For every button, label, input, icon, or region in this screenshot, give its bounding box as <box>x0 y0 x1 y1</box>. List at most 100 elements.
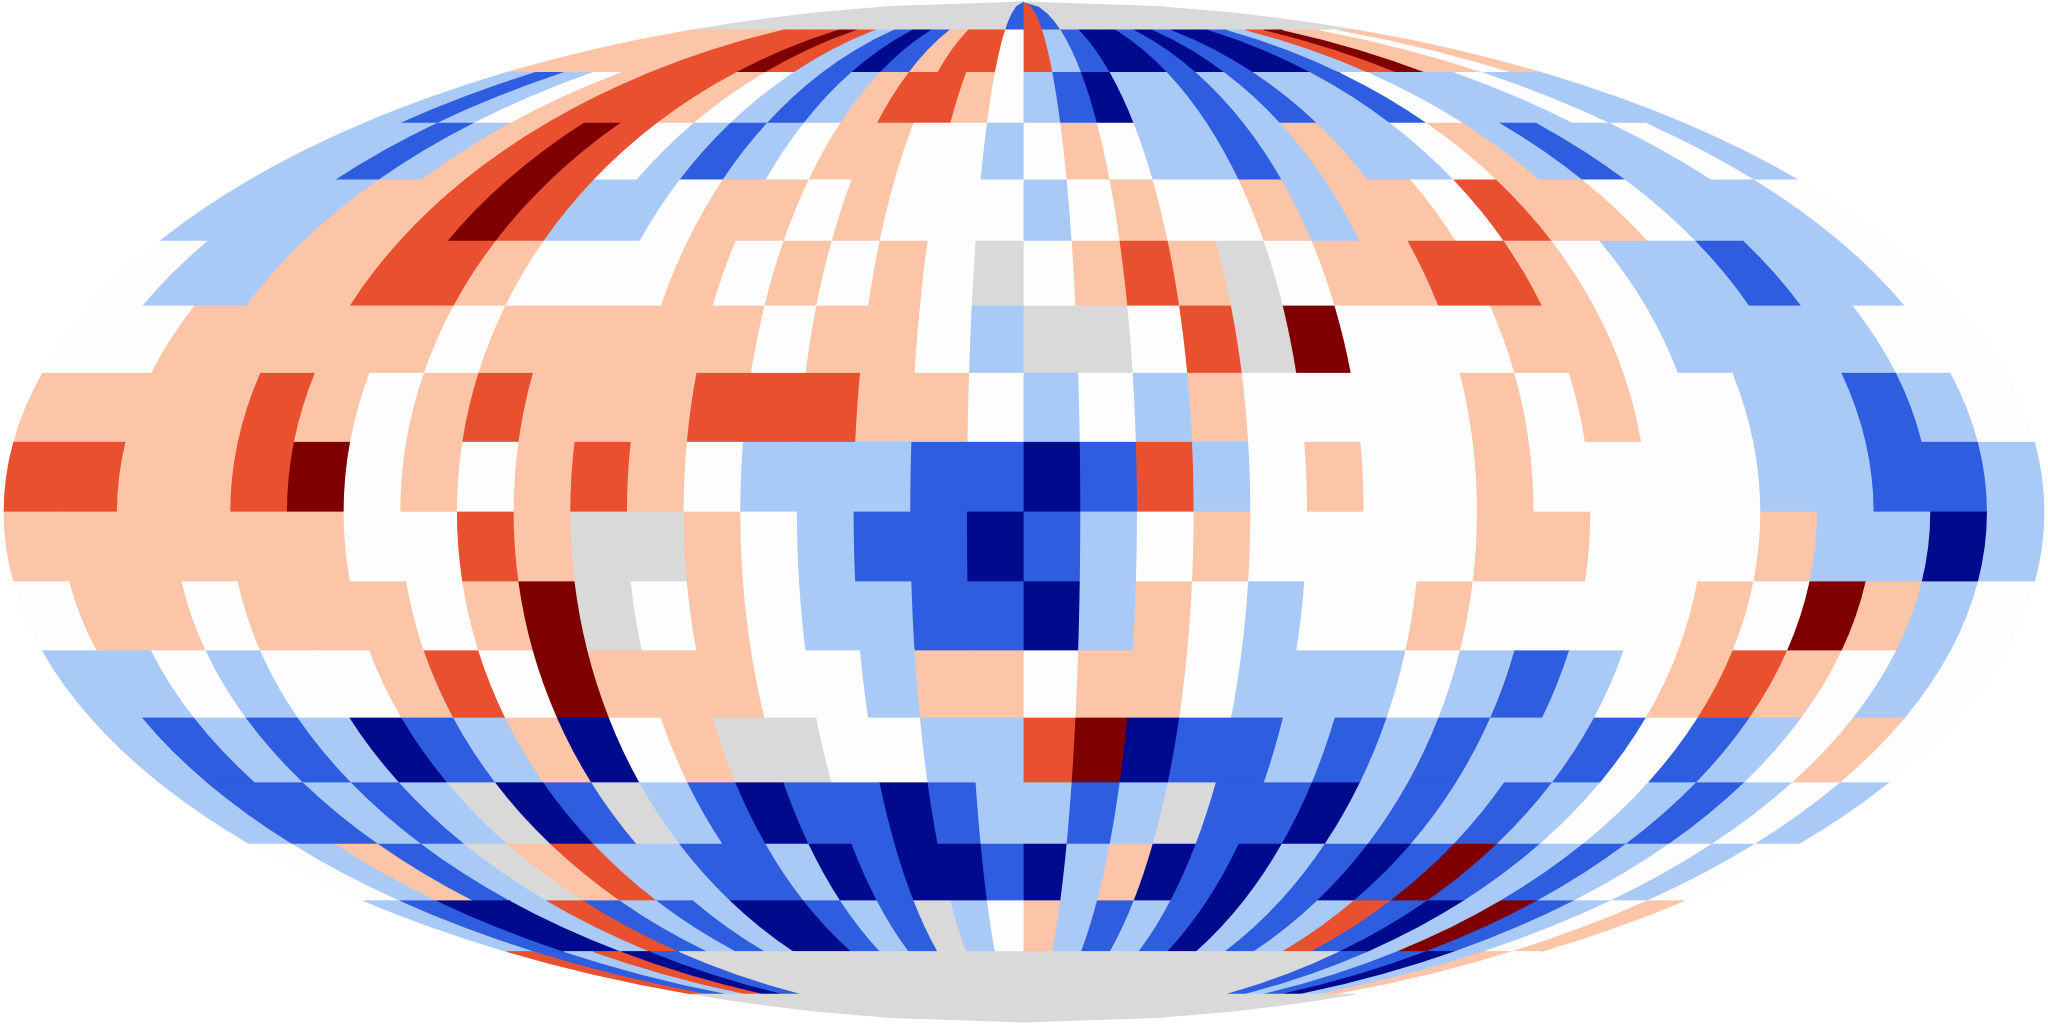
grid-cell <box>796 441 857 513</box>
grid-cell <box>975 179 1025 242</box>
grid-cell <box>60 441 127 513</box>
grid-cell <box>630 372 698 443</box>
grid-cell <box>969 305 1025 374</box>
grid-cell <box>1528 441 1592 513</box>
grid-cell <box>1865 441 1932 513</box>
grid-cell <box>1132 581 1193 652</box>
grid-cell <box>1179 650 1243 719</box>
grid-cell <box>230 441 295 513</box>
grid-cell <box>626 441 688 513</box>
grid-cell <box>1079 511 1138 583</box>
grid-cell <box>927 782 982 845</box>
grid-cell <box>3 511 71 583</box>
grid-cell <box>1078 372 1137 443</box>
grid-cell <box>1079 441 1138 513</box>
grid-cell <box>740 441 800 513</box>
grid-cell <box>1023 717 1077 784</box>
grid-cell <box>1304 441 1365 513</box>
grid-cell <box>1865 511 1932 583</box>
grid-cell <box>1296 581 1362 652</box>
grid-cell <box>969 650 1025 719</box>
grid-cell <box>799 581 861 652</box>
grid-cell <box>919 240 977 307</box>
grid-cell <box>686 581 752 652</box>
grid-cell <box>914 305 973 374</box>
grid-cell <box>1078 581 1137 652</box>
grid-cell <box>1241 372 1306 443</box>
grid-cell <box>1023 650 1079 719</box>
grid-cell <box>919 717 977 784</box>
grid-cell <box>630 581 698 652</box>
grid-cell <box>1191 441 1252 513</box>
grid-cell <box>742 372 807 443</box>
grid-cell <box>1248 441 1308 513</box>
grid-cell <box>1071 240 1129 307</box>
grid-cell <box>914 650 973 719</box>
grid-cell <box>855 581 916 652</box>
grid-cell <box>1023 581 1081 652</box>
grid-cell <box>796 511 857 583</box>
grid-cell <box>966 441 1025 513</box>
grid-cell <box>1179 305 1243 374</box>
grid-cell <box>513 511 576 583</box>
grid-cell <box>1921 511 1988 583</box>
grid-cell <box>1075 650 1134 719</box>
grid-cell <box>1350 581 1418 652</box>
grid-cell <box>911 581 970 652</box>
grid-cell <box>1697 441 1762 513</box>
grid-cell <box>1075 305 1134 374</box>
grid-cell <box>1023 843 1068 902</box>
grid-cell <box>173 441 239 513</box>
grid-cell <box>513 441 576 513</box>
grid-cell <box>1127 650 1189 719</box>
grid-cell <box>286 441 351 513</box>
grid-cell <box>683 441 744 513</box>
grid-cell <box>910 511 969 583</box>
grid-cell <box>1023 179 1073 242</box>
grid-cell <box>3 441 71 513</box>
grid-cell <box>1416 511 1478 583</box>
grid-cell <box>456 511 520 583</box>
grid-cell <box>686 372 752 443</box>
grid-cell <box>116 511 183 583</box>
grid-cell <box>1296 372 1362 443</box>
grid-cell <box>116 441 183 513</box>
grid-cell <box>1809 441 1875 513</box>
grid-cell <box>1023 372 1081 443</box>
grid-cell <box>1248 511 1308 583</box>
grid-cell <box>1304 511 1365 583</box>
grid-cell <box>1135 441 1195 513</box>
grid-cell <box>1697 511 1762 583</box>
grid-cell <box>1023 305 1079 374</box>
grid-cell <box>927 179 982 242</box>
grid-cell <box>683 511 744 583</box>
grid-cell <box>1528 511 1592 583</box>
grid-cell <box>1350 372 1418 443</box>
grid-cell <box>1023 511 1082 583</box>
grid-cell <box>967 372 1025 443</box>
grid-cell <box>60 511 127 583</box>
grid-cell <box>1416 441 1478 513</box>
grid-cell <box>980 122 1025 181</box>
grid-cell <box>1135 511 1195 583</box>
grid-cell <box>855 372 916 443</box>
grid-cell <box>1753 441 1818 513</box>
grid-cell <box>1023 441 1082 513</box>
grid-cell <box>740 511 800 583</box>
grid-cell <box>1360 511 1422 583</box>
grid-cell <box>570 511 632 583</box>
grid-cell <box>967 581 1025 652</box>
grid-cell <box>1641 441 1705 513</box>
grid-cell <box>975 782 1025 845</box>
grid-cell <box>1472 511 1535 583</box>
grid-cell <box>1360 441 1422 513</box>
grid-cell <box>1023 782 1073 845</box>
grid-cell <box>1241 581 1306 652</box>
grid-cell <box>626 511 688 583</box>
grid-cell <box>853 441 913 513</box>
grid-cell <box>853 511 913 583</box>
grid-cell <box>400 441 464 513</box>
grid-cell <box>1071 717 1129 784</box>
grid-cell <box>1127 305 1189 374</box>
